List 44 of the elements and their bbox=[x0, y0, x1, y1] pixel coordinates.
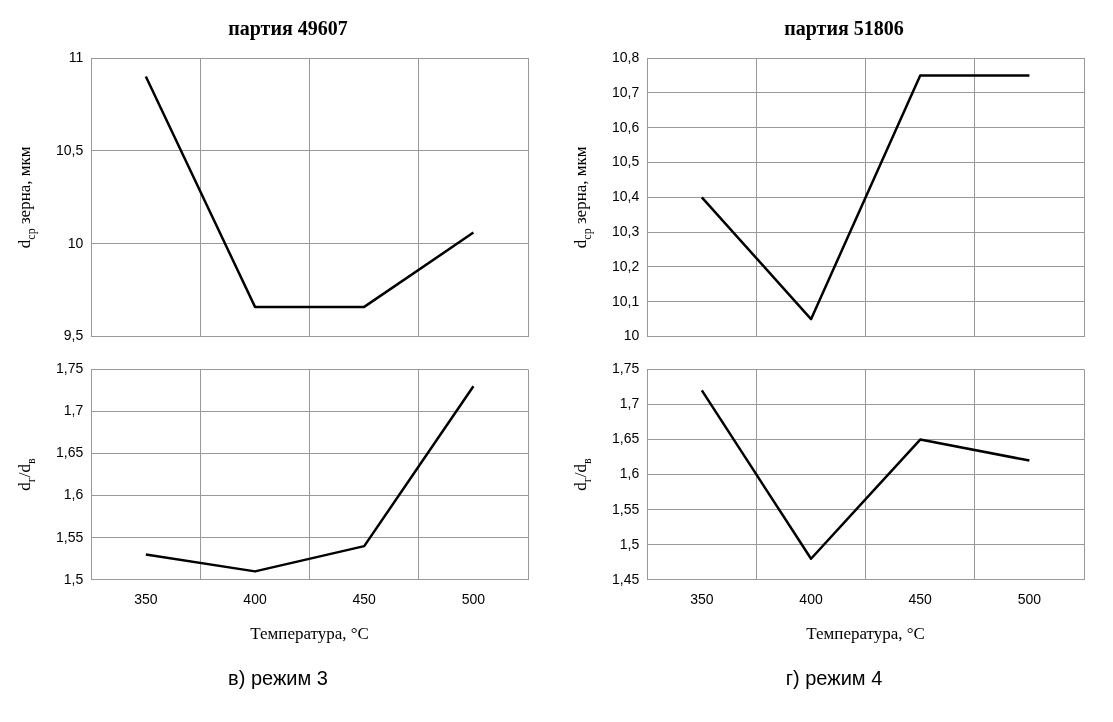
y-tick-label: 10,1 bbox=[612, 292, 640, 309]
text: г) режим 4 bbox=[784, 667, 884, 690]
x-tick-label: 450 bbox=[908, 591, 933, 608]
y-tick-label: 10,7 bbox=[612, 83, 640, 100]
y-tick-label: 1,6 bbox=[619, 465, 640, 482]
y-tick-label: 10,5 bbox=[56, 141, 84, 158]
chart-title: партия 51806 bbox=[784, 17, 904, 41]
x-tick-label: 500 bbox=[461, 591, 486, 608]
text: в) режим 3 bbox=[227, 667, 329, 690]
y-tick-label: 11 bbox=[68, 48, 84, 65]
y-axis-title: dср зерна, мкм bbox=[571, 146, 594, 249]
y-axis-title: dср зерна, мкм bbox=[15, 146, 38, 249]
y-tick-label: 10,5 bbox=[612, 153, 640, 170]
y-tick-label: 1,55 bbox=[56, 528, 84, 545]
y-tick-label: 10,2 bbox=[612, 257, 640, 274]
x-tick-label: 400 bbox=[799, 591, 823, 608]
x-tick-label: 400 bbox=[243, 591, 267, 608]
y-tick-label: 10,3 bbox=[612, 222, 640, 239]
x-axis-title: Температура, °C bbox=[250, 624, 369, 644]
y-tick-label: 1,75 bbox=[612, 360, 640, 377]
y-tick-label: 1,55 bbox=[612, 500, 640, 517]
y-tick-label: 1,7 bbox=[63, 402, 84, 419]
y-tick-label: 10 bbox=[623, 327, 640, 344]
y-tick-label: 1,7 bbox=[619, 395, 640, 412]
y-tick-label: 1,75 bbox=[56, 360, 84, 377]
y-tick-label: 9,5 bbox=[63, 327, 84, 344]
y-tick-label: 1,45 bbox=[612, 570, 640, 587]
y-tick-label: 1,6 bbox=[63, 486, 84, 503]
x-tick-label: 500 bbox=[1017, 591, 1042, 608]
y-axis-title: dг/dв bbox=[571, 458, 594, 491]
x-axis-title: Температура, °C bbox=[806, 624, 925, 644]
x-tick-label: 450 bbox=[352, 591, 377, 608]
x-tick-label: 350 bbox=[690, 591, 714, 608]
y-tick-label: 10,6 bbox=[612, 118, 640, 135]
y-tick-label: 1,65 bbox=[612, 430, 640, 447]
y-tick-label: 1,65 bbox=[56, 444, 84, 461]
y-tick-label: 10 bbox=[67, 234, 84, 251]
y-tick-label: 1,5 bbox=[619, 535, 640, 552]
y-tick-label: 10,8 bbox=[612, 48, 640, 65]
x-tick-label: 350 bbox=[134, 591, 158, 608]
chart-title: партия 49607 bbox=[228, 17, 348, 41]
y-axis-title: dг/dв bbox=[15, 458, 38, 491]
y-tick-label: 1,5 bbox=[63, 570, 84, 587]
y-tick-label: 10,4 bbox=[612, 188, 640, 205]
